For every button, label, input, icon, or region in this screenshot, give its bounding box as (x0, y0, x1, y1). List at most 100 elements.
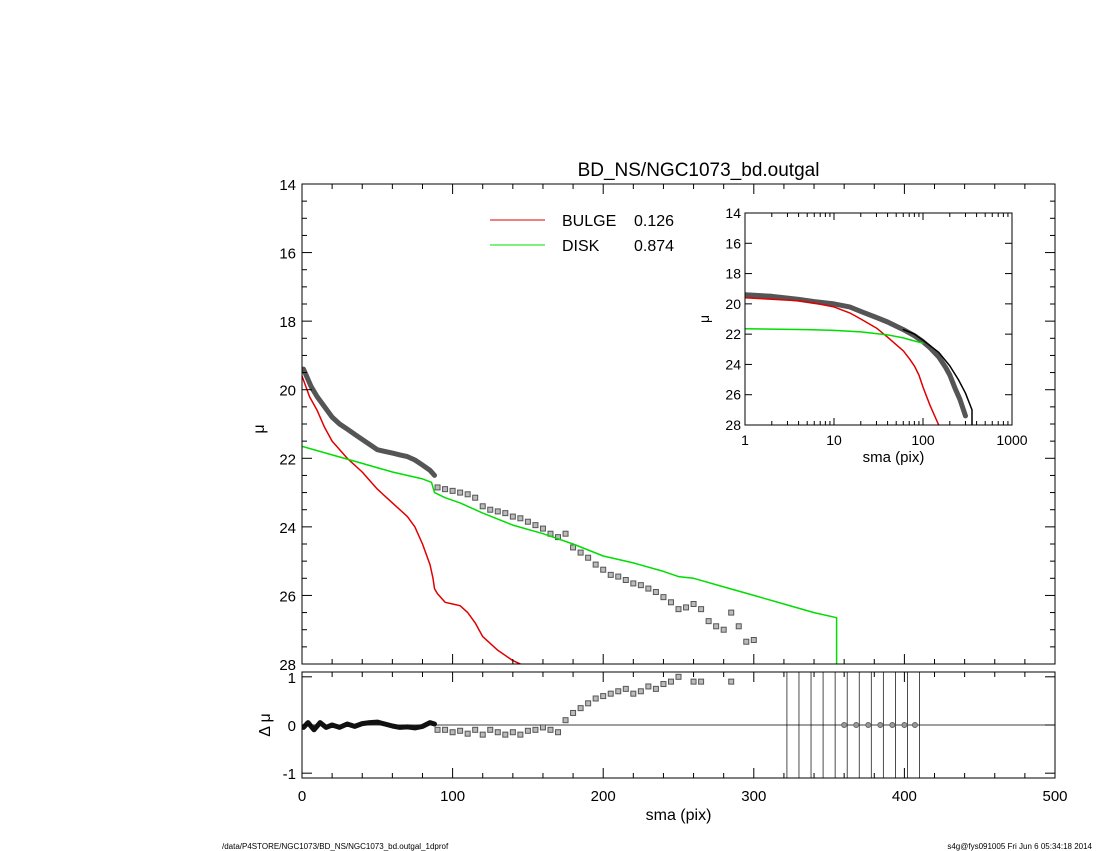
inset-line (902, 328, 973, 425)
main-point (555, 534, 562, 541)
main-point (449, 487, 456, 494)
main-ytick-label: 22 (279, 451, 296, 468)
inset-ytick-label: 16 (725, 235, 741, 251)
residual-point (728, 678, 735, 685)
main-ytick-label: 14 (279, 177, 296, 194)
main-point (630, 580, 637, 587)
residual-point (562, 717, 569, 724)
main-ytick-label: 20 (279, 383, 296, 400)
residual-ytick-label: 0 (288, 718, 296, 735)
residual-point (841, 722, 848, 728)
legend-value-bulge: 0.126 (634, 213, 674, 230)
inset-series-total (902, 328, 973, 425)
inset-ytick-label: 18 (725, 266, 741, 282)
main-series-data-sparse- (434, 484, 757, 645)
residual-point (442, 726, 449, 733)
main-point (690, 601, 697, 607)
inset-ytick-label: 28 (725, 417, 741, 433)
residual-point (585, 700, 592, 707)
main-point (705, 618, 712, 625)
main-point (577, 549, 584, 556)
main-point (667, 599, 674, 606)
main-point (652, 589, 659, 595)
main-point (698, 606, 705, 613)
residual-point (901, 722, 908, 728)
residual-point (645, 683, 652, 690)
main-point (585, 554, 592, 561)
main-point (502, 510, 509, 517)
main-point (464, 491, 471, 498)
inset-series-bulge (745, 297, 940, 425)
main-series-bulge (302, 375, 523, 664)
residual-line (302, 719, 437, 733)
main-point (637, 582, 644, 589)
residual-point (577, 705, 584, 712)
inset-xtick-label: 10 (826, 432, 842, 448)
legend-label-disk: DISK (562, 238, 600, 255)
inset-line (745, 328, 924, 344)
main-point (600, 566, 607, 573)
residual-point (690, 678, 697, 685)
main-point (607, 571, 614, 578)
residual-point (434, 726, 441, 733)
inset-ytick-label: 14 (725, 205, 741, 221)
inset-xtick-label: 1000 (996, 432, 1027, 448)
main-line (302, 445, 838, 664)
main-point (442, 486, 449, 493)
main-point (539, 525, 546, 532)
residual-series-residual-dense-thick- (302, 719, 437, 733)
residual-series-residual-error-bars- (841, 722, 918, 728)
main-point (517, 515, 524, 522)
main-ytick-label: 28 (279, 657, 296, 674)
main-point (562, 530, 569, 537)
residual-point (652, 685, 659, 692)
main-point (434, 484, 441, 491)
residual-point (853, 722, 860, 728)
inset-ytick-label: 26 (725, 387, 741, 403)
inset-xtick-label: 1 (741, 432, 749, 448)
main-ytick-label: 26 (279, 588, 296, 605)
residual-point (698, 678, 705, 685)
main-point (457, 489, 464, 496)
main-ylabel: μ (251, 424, 268, 433)
main-point (494, 508, 501, 515)
main-point (735, 623, 742, 630)
main-point (592, 561, 599, 568)
chart-title: BD_NS/NGC1073_bd.outgal (578, 160, 820, 181)
residual-xtick-label: 100 (440, 788, 465, 805)
residual-point (539, 724, 546, 731)
residual-point (675, 673, 682, 680)
residual-ylabel: Δ μ (257, 713, 274, 736)
residual-xlabel: sma (pix) (646, 807, 712, 824)
residual-point (660, 681, 667, 688)
main-point (675, 606, 682, 613)
residual-point (457, 727, 464, 734)
main-point (660, 594, 667, 601)
residual-point (472, 726, 479, 733)
main-series-disk (302, 445, 838, 664)
residual-point (877, 722, 884, 728)
main-point (615, 573, 622, 580)
main-point (509, 513, 516, 520)
residual-xtick-label: 400 (892, 788, 917, 805)
main-point (524, 518, 531, 525)
main-point (570, 544, 577, 551)
inset-xlabel: sma (pix) (863, 449, 925, 466)
inset-xtick-label: 100 (911, 432, 935, 448)
main-line (302, 375, 523, 664)
main-point (713, 623, 720, 630)
residual-point (889, 722, 896, 728)
residual-point (630, 690, 637, 697)
residual-point (547, 726, 554, 733)
main-point (728, 609, 735, 616)
legend-value-disk: 0.874 (634, 238, 674, 255)
residual-point (509, 729, 516, 736)
residual-point (615, 688, 622, 695)
main-ytick-label: 18 (279, 314, 296, 331)
inset-ylabel: μ (696, 315, 712, 323)
main-point (720, 626, 727, 633)
residual-xtick-label: 0 (298, 788, 306, 805)
residual-point (622, 685, 629, 692)
residual-point (592, 695, 599, 702)
